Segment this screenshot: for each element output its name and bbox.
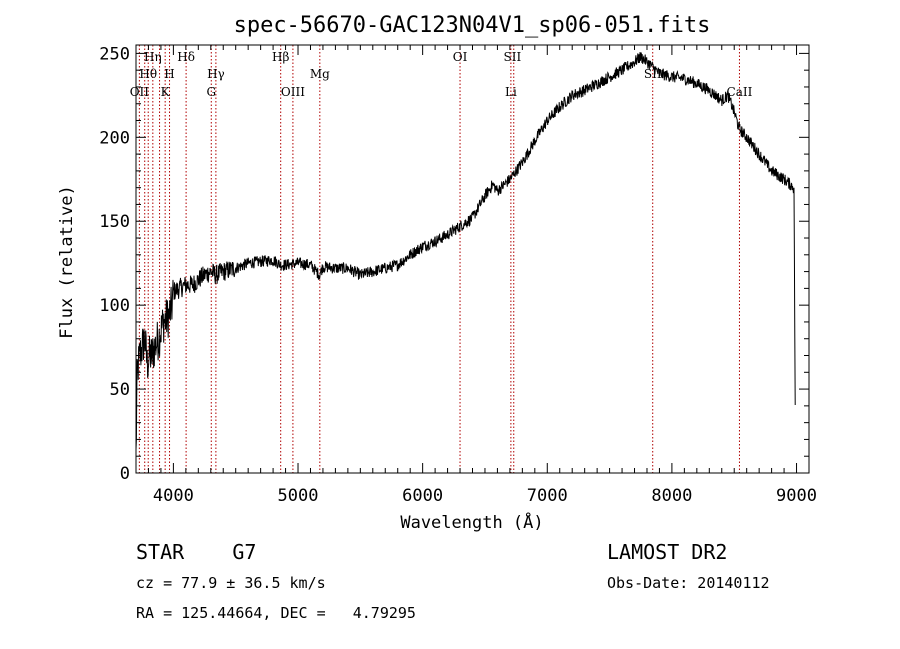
line-label: Hβ [272, 50, 289, 64]
y-axis-label: Flux (relative) [57, 185, 77, 339]
y-tick-label: 0 [120, 464, 130, 484]
line-label: Hδ [177, 50, 195, 64]
line-label: SII [504, 50, 522, 64]
survey-name: LAMOST DR2 [607, 540, 728, 564]
redshift-velocity: cz = 77.9 ± 36.5 km/s [136, 574, 326, 592]
line-label: SII [644, 67, 662, 81]
object-class: STAR G7 [136, 540, 257, 564]
chart-title: spec-56670-GAC123N04V1_sp06-051.fits [234, 13, 711, 38]
y-tick-label: 100 [99, 296, 130, 316]
line-labels: Hη Hδ Hβ OI SII Hθ H Hγ Mg SII OII K G OIII Li CaII [130, 50, 753, 99]
plot-axes [135, 44, 810, 474]
line-label: Hγ [207, 67, 225, 81]
line-label: OIII [281, 85, 305, 99]
x-tick-label: 5000 [278, 486, 319, 506]
line-label: CaII [727, 85, 753, 99]
line-label: K [161, 85, 171, 99]
y-tick-label: 200 [99, 128, 130, 148]
spectrum-series [135, 52, 796, 450]
x-tick-label: 8000 [651, 486, 692, 506]
line-label: G [206, 85, 216, 99]
axis-ticks: 4000 5000 6000 7000 8000 9000 0 50 100 150 200 250 [99, 44, 817, 506]
spectral-line-markers [138, 45, 740, 473]
observation-date: Obs-Date: 20140112 [607, 574, 770, 592]
y-tick-label: 50 [110, 380, 130, 400]
line-label: Mg [310, 67, 330, 81]
plot-frame [135, 44, 810, 474]
x-tick-label: 4000 [153, 486, 194, 506]
x-axis-label: Wavelength (Å) [400, 511, 543, 533]
x-tick-label: 6000 [402, 486, 443, 506]
coordinates: RA = 125.44664, DEC = 4.79295 [136, 604, 416, 622]
y-tick-label: 150 [99, 212, 130, 232]
line-label: Hθ [139, 67, 157, 81]
line-label: Li [505, 85, 517, 99]
x-tick-label: 9000 [776, 486, 817, 506]
x-tick-label: 7000 [527, 486, 568, 506]
line-label: OI [453, 50, 468, 64]
line-label: H [164, 67, 174, 81]
line-label: Hη [144, 50, 162, 64]
spectrum-line [135, 52, 796, 450]
y-tick-label: 250 [99, 44, 130, 64]
line-label: OII [130, 85, 150, 99]
